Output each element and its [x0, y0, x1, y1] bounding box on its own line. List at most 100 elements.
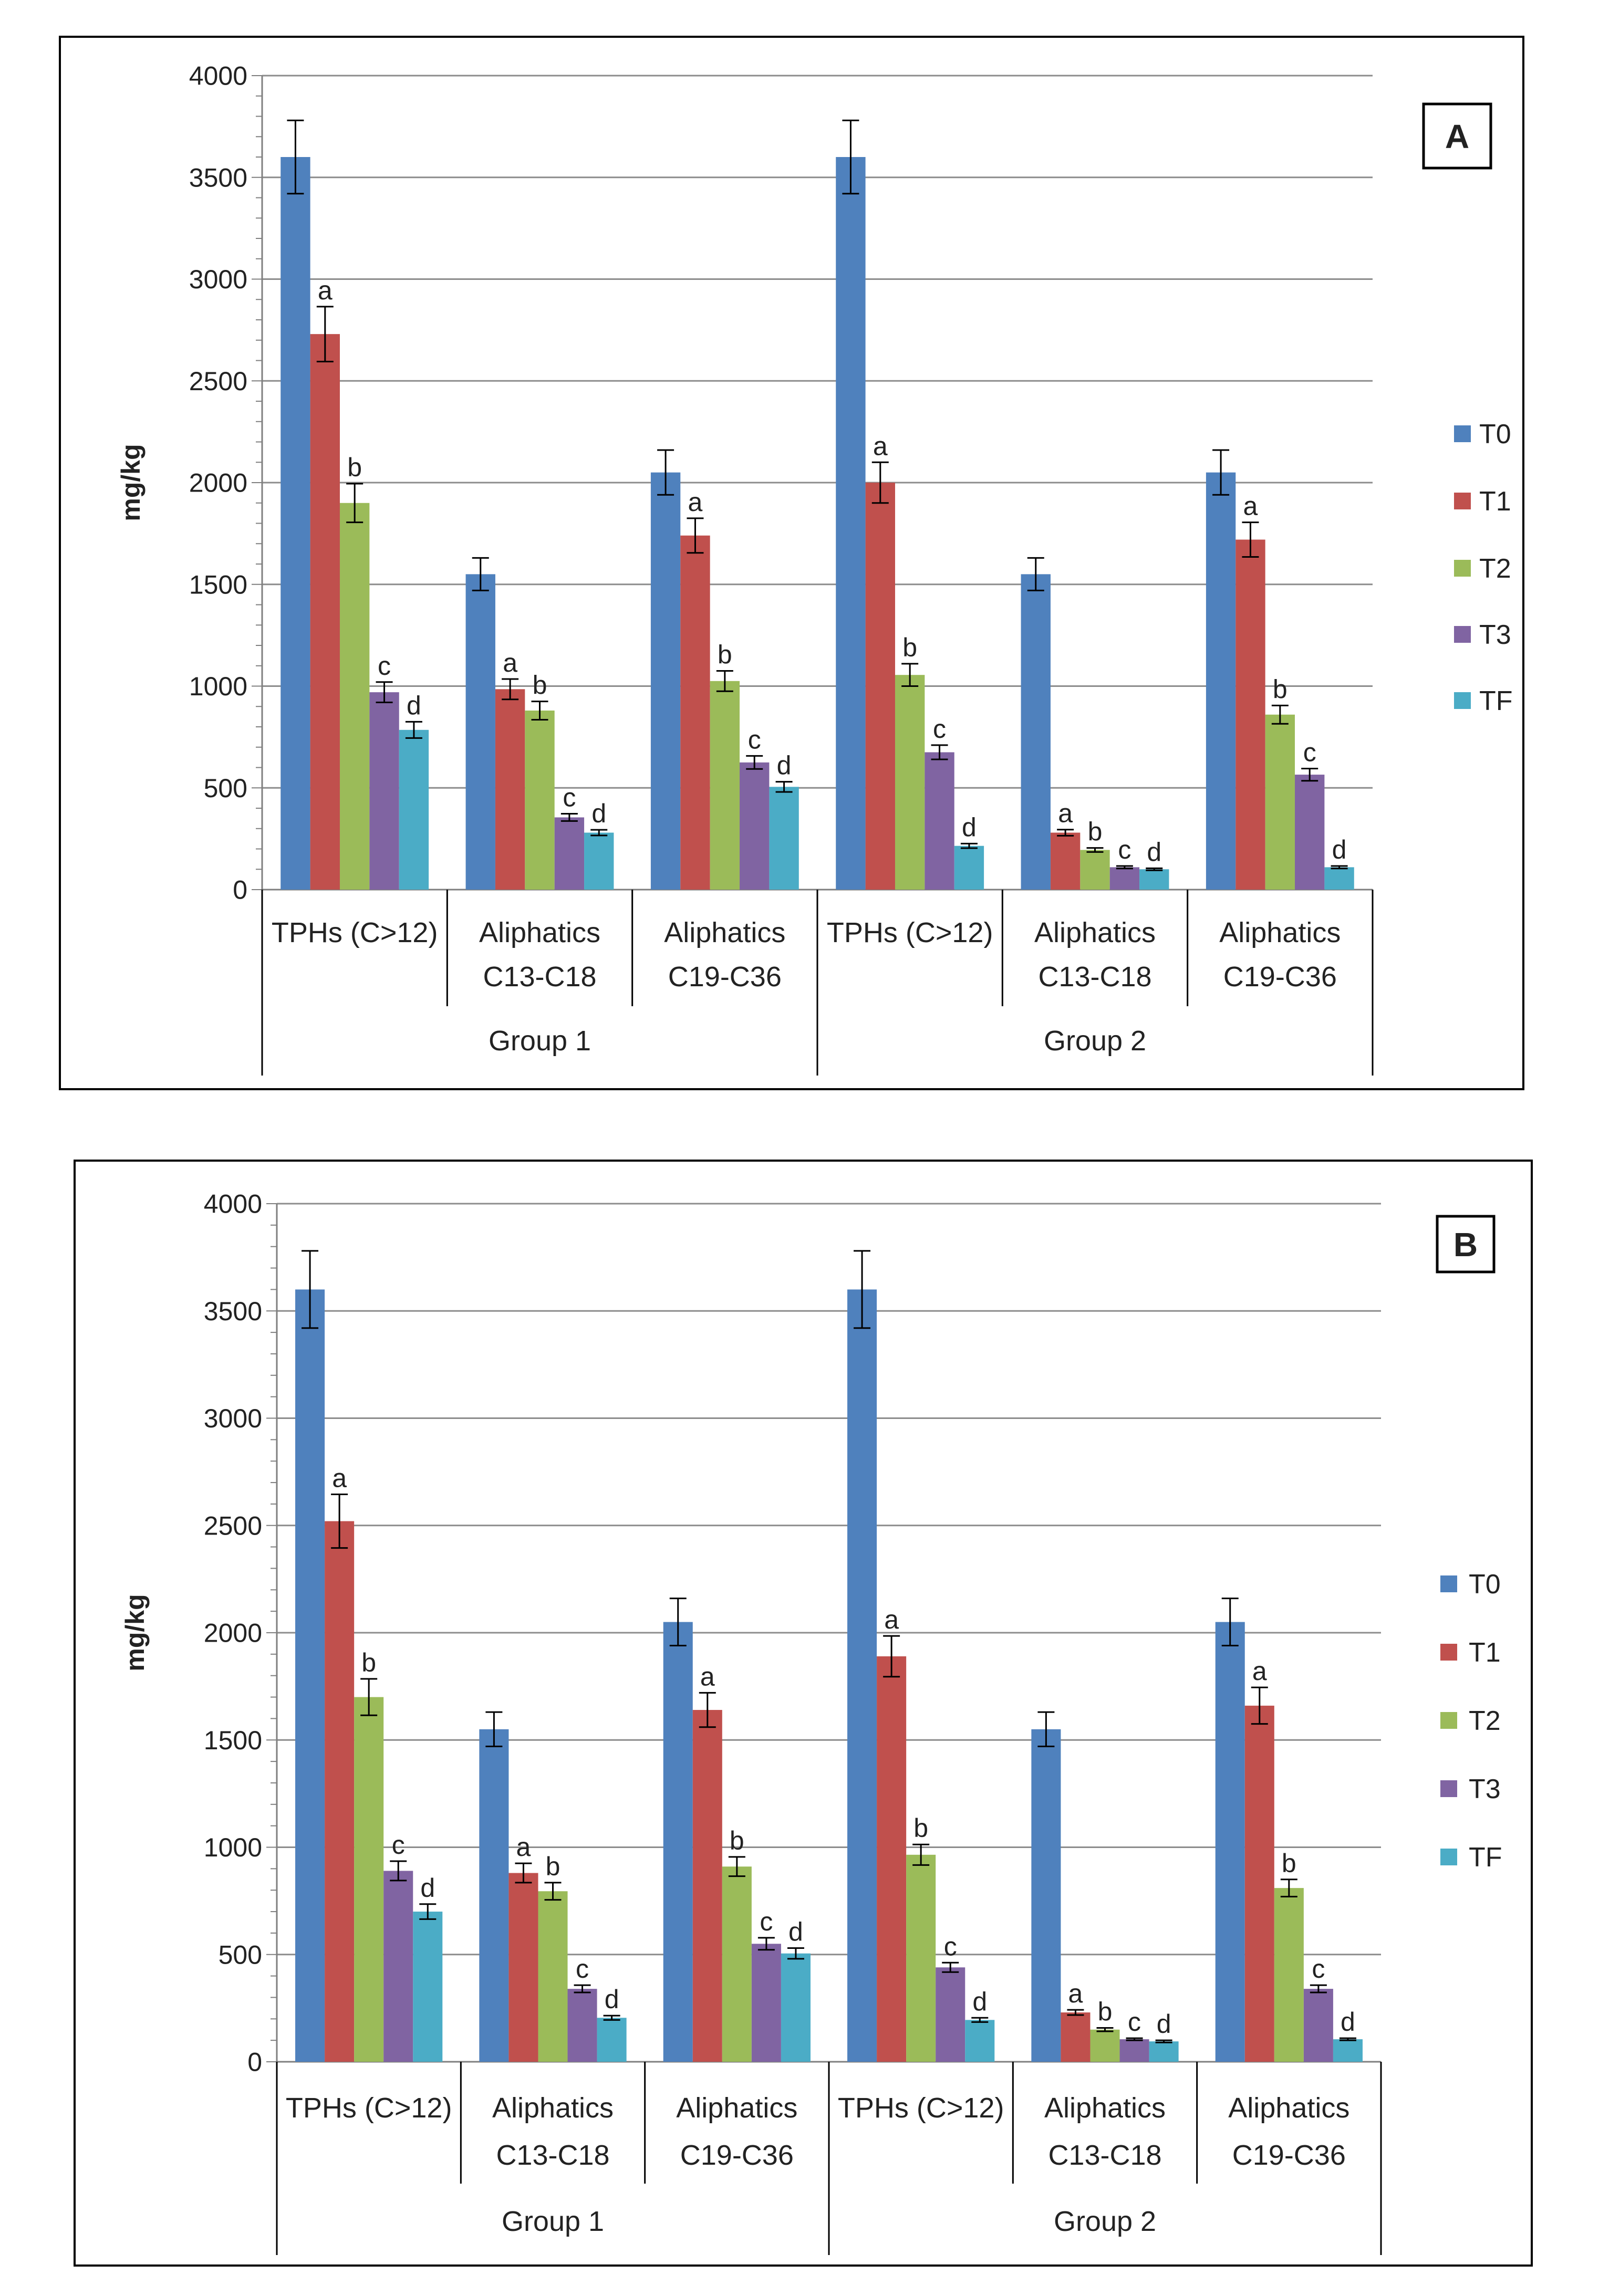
bar-t0 — [847, 1289, 877, 2062]
chart-a-svg: 05001000150020002500300035004000mg/kgabc… — [116, 61, 1513, 1076]
bar-t0 — [1021, 574, 1051, 890]
bar-t2 — [1265, 714, 1295, 890]
bar-tf — [399, 729, 429, 890]
significance-letter: c — [392, 1830, 405, 1860]
y-tick-label: 2000 — [189, 468, 247, 498]
group-label: Group 1 — [502, 2206, 604, 2237]
bar-t3 — [1119, 2039, 1149, 2062]
legend-label-t3: T3 — [1469, 1774, 1501, 1804]
bar-t0 — [663, 1622, 693, 2062]
bar-t0 — [836, 157, 866, 890]
bar-t2 — [1274, 1888, 1304, 2062]
significance-letter: c — [1128, 2007, 1141, 2037]
bar-t2 — [339, 503, 370, 890]
bar-tf — [1139, 869, 1169, 890]
legend-swatch-t2 — [1440, 1712, 1457, 1729]
bar-t0 — [1031, 1729, 1061, 2062]
bar-t0 — [479, 1729, 509, 2062]
legend-label-tf: TF — [1479, 686, 1513, 716]
bar-t1 — [325, 1521, 355, 2062]
legend-swatch-t3 — [1454, 626, 1471, 643]
legend-label-t0: T0 — [1479, 419, 1511, 450]
legend-label-t0: T0 — [1469, 1569, 1501, 1600]
legend-swatch-t2 — [1454, 560, 1471, 577]
significance-letter: b — [1098, 1997, 1113, 2026]
bar-t1 — [877, 1656, 907, 2062]
bar-tf — [1149, 2041, 1179, 2062]
category-label: Aliphatics C19-C36 — [1219, 917, 1341, 993]
significance-letter: b — [361, 1648, 376, 1677]
group-label: Group 2 — [1044, 1025, 1146, 1057]
y-tick-label: 500 — [204, 774, 247, 803]
significance-letter: d — [777, 751, 792, 780]
category-label: TPHs (C>12) — [827, 917, 993, 948]
bar-t1 — [692, 1710, 722, 2062]
significance-letter: b — [1088, 817, 1103, 847]
y-tick-label: 2000 — [204, 1619, 262, 1648]
group-label: Group 2 — [1054, 2206, 1156, 2237]
significance-letter: a — [873, 431, 888, 461]
category-label: Aliphatics C13-C18 — [492, 2092, 614, 2171]
bar-tf — [781, 1953, 811, 2062]
chart-panel-b: 0 500 1000 1500 2000 2500 3000 3500 4000 mg/kg a b c… — [74, 1160, 1533, 2267]
legend-swatch-t1 — [1454, 493, 1471, 509]
significance-letter: b — [718, 640, 732, 669]
legend-swatch-tf — [1440, 1849, 1457, 1865]
bar-t0 — [465, 574, 495, 890]
significance-letter: d — [788, 1917, 803, 1946]
bar-t3 — [567, 1989, 597, 2062]
significance-letter: b — [546, 1852, 560, 1881]
panel-label-box — [1436, 1215, 1496, 1274]
y-tick-label: 500 — [219, 1940, 262, 1969]
legend-label-t1: T1 — [1479, 486, 1511, 517]
bar-t3 — [936, 1967, 965, 2062]
significance-letter: a — [1058, 799, 1073, 828]
bar-t0 — [1215, 1622, 1245, 2062]
bar-t1 — [865, 483, 895, 890]
significance-letter: a — [503, 648, 517, 677]
legend-label-t2: T2 — [1469, 1706, 1501, 1736]
bar-t2 — [1080, 850, 1110, 890]
category-label: TPHs (C>12) — [286, 2092, 452, 2124]
category-label: Aliphatics C13-C18 — [1034, 917, 1156, 993]
bar-t2 — [906, 1854, 936, 2062]
bar-t2 — [1090, 2029, 1120, 2062]
bar-t3 — [1295, 775, 1325, 890]
bar-t2 — [538, 1891, 568, 2062]
significance-letter: c — [1303, 737, 1316, 767]
significance-letter: c — [1118, 835, 1131, 864]
bar-t1 — [310, 334, 340, 890]
bar-t2 — [525, 711, 555, 890]
legend-swatch-t0 — [1454, 425, 1471, 442]
significance-letter: c — [944, 1932, 957, 1961]
bar-tf — [584, 832, 614, 890]
legend-label-t2: T2 — [1479, 554, 1511, 584]
bar-t0 — [295, 1289, 325, 2062]
y-tick-label: 1500 — [189, 570, 247, 599]
panel-label: B — [1453, 1226, 1478, 1264]
bar-tf — [769, 787, 799, 890]
significance-letter: a — [884, 1605, 899, 1634]
significance-letter: b — [902, 633, 917, 662]
legend-swatch-t3 — [1440, 1780, 1457, 1797]
significance-letter: c — [563, 782, 576, 812]
y-axis-title: mg/kg — [116, 444, 146, 521]
panel-label: A — [1445, 118, 1469, 155]
bar-t2 — [354, 1697, 384, 2062]
bar-t3 — [751, 1944, 781, 2062]
significance-letter: b — [347, 453, 362, 482]
bar-tf — [954, 846, 984, 890]
significance-letter: d — [591, 799, 606, 828]
category-label: Aliphatics C19-C36 — [1228, 2092, 1349, 2171]
panel-label-box — [1422, 102, 1492, 170]
significance-letter: c — [576, 1954, 589, 1984]
bar-t0 — [650, 472, 681, 890]
significance-letter: a — [688, 487, 703, 517]
bar-t1 — [1235, 539, 1265, 890]
bar-t2 — [710, 681, 740, 890]
y-tick-label: 0 — [233, 875, 247, 905]
y-tick-label: 2500 — [189, 367, 247, 396]
category-label: Aliphatics C19-C36 — [676, 2092, 797, 2171]
significance-letter: c — [1312, 1954, 1325, 1984]
bar-t0 — [281, 157, 310, 890]
